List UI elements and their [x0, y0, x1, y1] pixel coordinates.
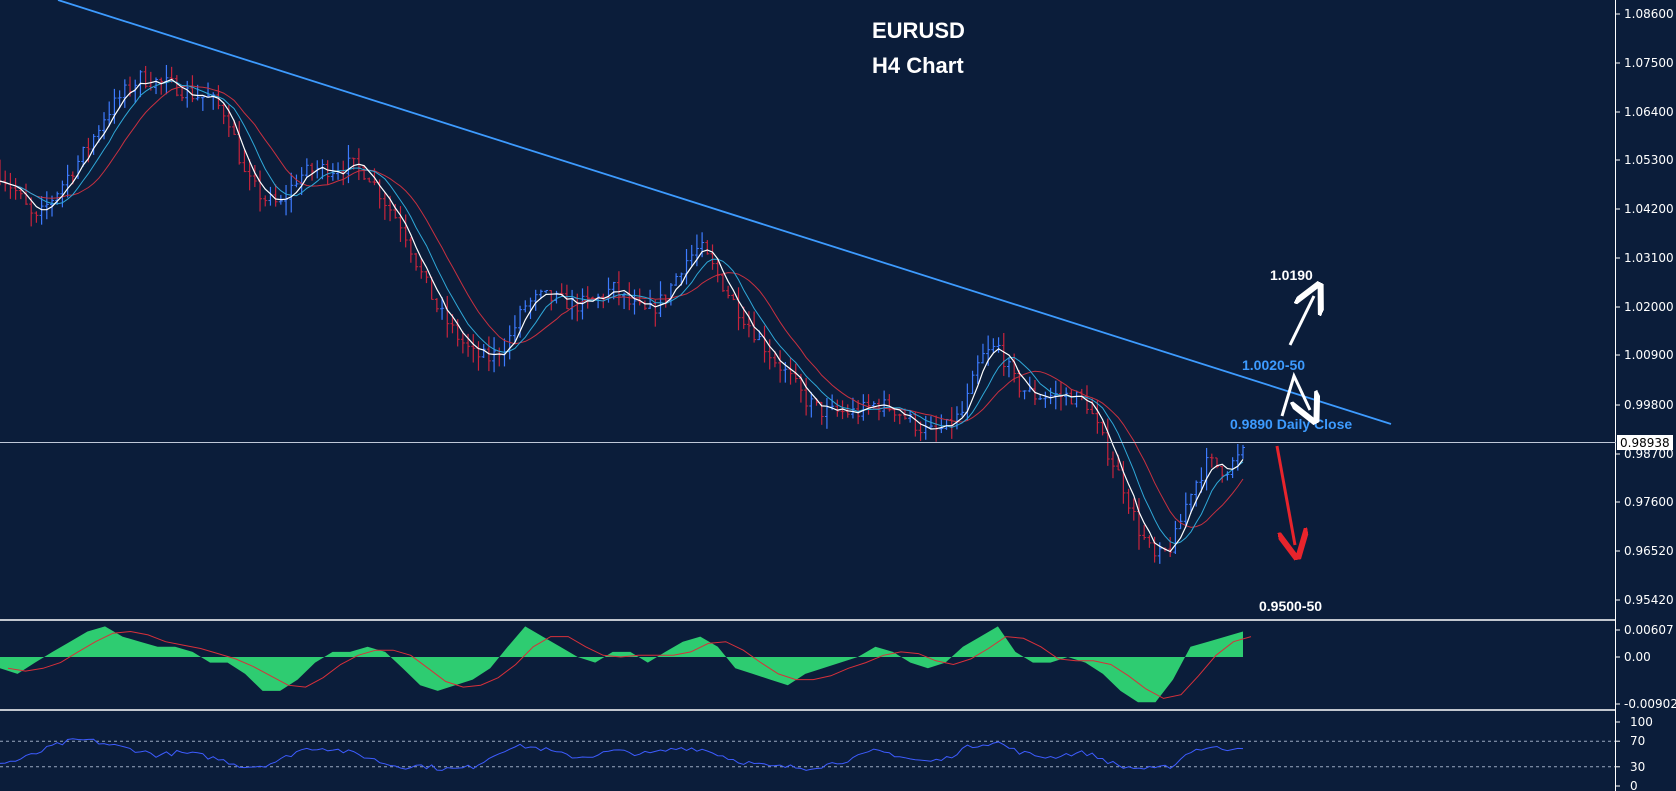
annotation-target-down: 0.9500-50: [1259, 598, 1322, 614]
chart-title: EURUSD: [872, 18, 965, 43]
rsi-tick-label: 70: [1630, 734, 1645, 748]
price-tick-label: 1.05300: [1624, 153, 1674, 167]
macd-tick-label: 0.00607: [1624, 623, 1674, 637]
macd-signal-line: [7, 630, 1252, 699]
price-tick-label: 0.95420: [1624, 593, 1674, 607]
trendline: [57, 0, 1392, 425]
chart-subtitle: H4 Chart: [872, 53, 964, 78]
rsi-panel: [0, 738, 1615, 771]
price-tick-label: 1.07500: [1624, 56, 1674, 70]
annotation-daily-close: 0.9890 Daily Close: [1230, 416, 1352, 432]
macd-tick-label: 0.00: [1624, 650, 1651, 664]
ma-mid-line: [0, 80, 1244, 545]
rsi-tick-label: 100: [1630, 715, 1653, 729]
price-tick-label: 0.98700: [1624, 447, 1674, 461]
current-price-value: 0.98938: [1620, 436, 1670, 450]
price-tick-label: 1.02000: [1624, 300, 1674, 314]
price-tick-label: 1.03100: [1624, 251, 1674, 265]
price-tick-label: 0.99800: [1624, 398, 1674, 412]
price-axis: 1.08600 1.07500 1.06400 1.05300 1.04200 1.031…: [1615, 7, 1676, 791]
annotation-target-up: 1.0190: [1270, 267, 1313, 283]
price-tick-label: 0.96520: [1624, 544, 1674, 558]
price-tick-label: 1.08600: [1624, 7, 1674, 21]
macd-panel: [0, 626, 1252, 703]
current-price-box: [1617, 435, 1673, 450]
arrow-up: [1288, 296, 1314, 346]
macd-tick-label: -0.009027: [1624, 697, 1676, 711]
price-tick-label: 1.06400: [1624, 105, 1674, 119]
price-tick-label: 0.97600: [1624, 495, 1674, 509]
rsi-tick-label: 30: [1630, 760, 1645, 774]
price-tick-label: 1.00900: [1624, 348, 1674, 362]
arrow-pullback: [1280, 371, 1310, 416]
rsi-line: [0, 738, 1244, 771]
macd-histogram: [0, 626, 1243, 703]
annotation-resistance: 1.0020-50: [1242, 357, 1305, 373]
rsi-tick-label: 0: [1630, 779, 1638, 791]
price-tick-label: 1.04200: [1624, 202, 1674, 216]
ma-slow-line: [0, 85, 1244, 528]
arrow-down: [1275, 445, 1295, 545]
ma-fast-line: [0, 78, 1244, 553]
price-panel: [0, 0, 1392, 564]
